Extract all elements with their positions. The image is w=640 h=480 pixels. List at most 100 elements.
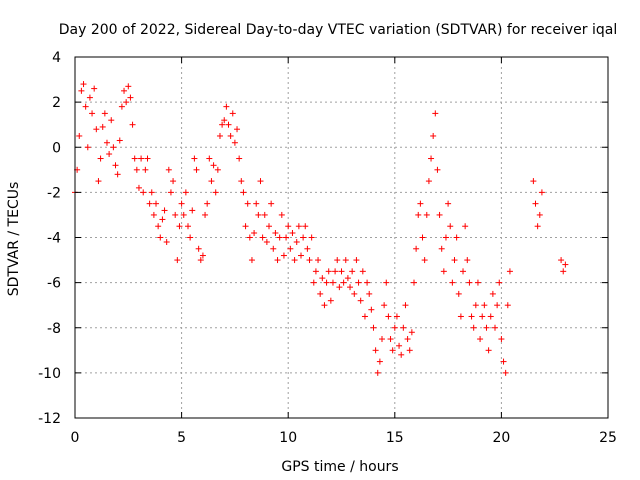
data-point [442, 234, 449, 241]
grid-lines [75, 57, 608, 418]
data-point [472, 302, 479, 309]
data-point [325, 268, 332, 275]
data-point [283, 234, 290, 241]
data-point [270, 245, 277, 252]
data-point [329, 279, 336, 286]
data-point [76, 132, 83, 139]
data-point [489, 290, 496, 297]
data-point [496, 279, 503, 286]
data-point [138, 155, 145, 162]
data-point [487, 313, 494, 320]
data-point [165, 166, 172, 173]
data-point [219, 121, 226, 128]
data-point [355, 279, 362, 286]
data-point [485, 347, 492, 354]
data-point [340, 279, 347, 286]
data-point [319, 275, 326, 282]
data-point [479, 313, 486, 320]
data-point [129, 121, 136, 128]
data-point [135, 184, 142, 191]
x-tick-label: 15 [386, 430, 404, 446]
data-point [199, 252, 206, 259]
data-point [300, 234, 307, 241]
data-point [406, 347, 413, 354]
data-point [89, 110, 96, 117]
data-point [246, 234, 253, 241]
y-tick-label: -2 [47, 185, 61, 201]
data-point [148, 189, 155, 196]
data-point [257, 178, 264, 185]
data-point [266, 223, 273, 230]
data-point [312, 268, 319, 275]
data-point [400, 324, 407, 331]
data-point [180, 211, 187, 218]
data-point [131, 155, 138, 162]
data-point [428, 155, 435, 162]
data-point [321, 302, 328, 309]
data-point [376, 358, 383, 365]
data-point [197, 257, 204, 264]
data-point [396, 342, 403, 349]
data-point [470, 324, 477, 331]
data-point [449, 279, 456, 286]
y-axis-title: SDTVAR / TECUs [6, 182, 22, 297]
data-point [157, 234, 164, 241]
data-point [351, 290, 358, 297]
data-point [408, 329, 415, 336]
data-point [127, 94, 134, 101]
data-point [398, 351, 405, 358]
data-point [293, 239, 300, 246]
data-point [413, 245, 420, 252]
data-point [272, 229, 279, 236]
data-point [142, 166, 149, 173]
data-point [558, 257, 565, 264]
data-point [189, 207, 196, 214]
data-point [391, 324, 398, 331]
data-point [229, 110, 236, 117]
data-point [238, 178, 245, 185]
data-point [530, 178, 537, 185]
data-point [78, 87, 85, 94]
data-point [536, 211, 543, 218]
x-axis-title: GPS time / hours [281, 459, 398, 475]
data-point [349, 268, 356, 275]
data-point [204, 200, 211, 207]
x-tick-label: 20 [492, 430, 510, 446]
y-tick-labels: -12 -10 -8 -6 -4 -2 0 2 4 [38, 50, 61, 427]
data-point [240, 189, 247, 196]
data-point [276, 234, 283, 241]
data-point [287, 245, 294, 252]
data-point [387, 336, 394, 343]
data-point [212, 189, 219, 196]
data-point [106, 151, 113, 158]
data-point [97, 155, 104, 162]
data-point [389, 347, 396, 354]
data-point [410, 279, 417, 286]
data-point [244, 200, 251, 207]
data-point [103, 139, 110, 146]
data-point [323, 279, 330, 286]
data-point [153, 200, 160, 207]
data-point [93, 126, 100, 133]
data-point [421, 257, 428, 264]
data-point [344, 275, 351, 282]
data-point [500, 358, 507, 365]
data-point [182, 189, 189, 196]
data-point [278, 211, 285, 218]
data-point [404, 336, 411, 343]
data-point [167, 189, 174, 196]
data-point [440, 268, 447, 275]
data-point [447, 223, 454, 230]
data-point [155, 223, 162, 230]
data-point [163, 239, 170, 246]
y-tick-label: 2 [52, 95, 61, 111]
data-point [372, 347, 379, 354]
data-point [248, 257, 255, 264]
data-point [455, 290, 462, 297]
data-point [474, 279, 481, 286]
data-point [159, 216, 166, 223]
data-point [206, 155, 213, 162]
data-point [368, 306, 375, 313]
data-point [146, 200, 153, 207]
